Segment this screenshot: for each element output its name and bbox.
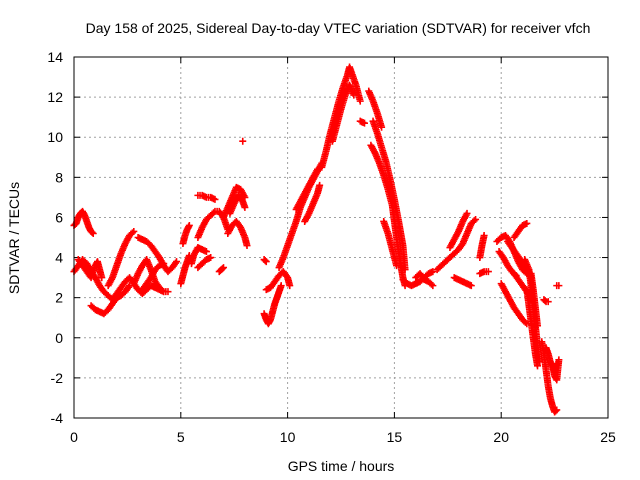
data-point bbox=[463, 209, 471, 217]
data-point bbox=[211, 195, 219, 203]
data-point bbox=[202, 248, 210, 256]
data-point bbox=[484, 268, 492, 276]
data-point bbox=[470, 217, 478, 225]
data-point bbox=[89, 229, 97, 237]
data-point bbox=[316, 181, 324, 189]
data-point bbox=[218, 265, 226, 273]
y-tick-label: 14 bbox=[47, 49, 63, 65]
data-point bbox=[314, 165, 322, 173]
y-tick-label: -4 bbox=[51, 410, 64, 426]
data-point bbox=[160, 288, 168, 296]
data-point bbox=[286, 282, 294, 290]
y-axis-title: SDTVAR / TECUs bbox=[6, 182, 22, 294]
data-point bbox=[429, 268, 437, 276]
y-tick-label: 0 bbox=[55, 330, 63, 346]
data-point bbox=[261, 257, 269, 265]
data-point bbox=[541, 297, 549, 305]
data-point bbox=[427, 280, 435, 288]
data-point bbox=[241, 203, 249, 211]
data-point bbox=[210, 209, 218, 217]
data-point bbox=[171, 259, 179, 267]
data-point bbox=[553, 406, 561, 414]
axis-ticks: 0 5 10 15 20 25 -4 -2 0 2 4 6 8 10 12 14 bbox=[47, 49, 616, 445]
data-point bbox=[185, 221, 193, 229]
data-point bbox=[173, 258, 181, 266]
data-point bbox=[555, 282, 563, 290]
data-point bbox=[130, 227, 138, 235]
data-point bbox=[523, 219, 531, 227]
data-point bbox=[160, 260, 168, 268]
data-point bbox=[88, 228, 96, 236]
data-point bbox=[360, 119, 368, 127]
data-point bbox=[393, 262, 401, 270]
data-point bbox=[126, 282, 134, 290]
x-axis-title: GPS time / hours bbox=[288, 458, 395, 474]
data-point bbox=[124, 283, 132, 291]
y-tick-label: 6 bbox=[55, 209, 63, 225]
data-point bbox=[472, 215, 480, 223]
chart-title: Day 158 of 2025, Sidereal Day-to-day VTE… bbox=[86, 20, 591, 36]
y-tick-label: 4 bbox=[55, 250, 63, 266]
data-point bbox=[429, 282, 437, 290]
data-point bbox=[534, 322, 542, 330]
data-point bbox=[534, 362, 542, 370]
data-point bbox=[243, 242, 251, 250]
data-point bbox=[207, 254, 215, 262]
data-point bbox=[239, 137, 247, 145]
data-point bbox=[220, 264, 228, 272]
y-tick-label: 10 bbox=[47, 129, 63, 145]
data-point bbox=[555, 356, 563, 364]
data-point bbox=[350, 91, 358, 99]
data-point bbox=[544, 298, 552, 306]
data-point bbox=[553, 360, 561, 368]
plot-frame bbox=[73, 56, 609, 419]
x-tick-label: 5 bbox=[177, 429, 185, 445]
data-point bbox=[158, 286, 166, 294]
x-tick-label: 10 bbox=[280, 429, 296, 445]
data-point bbox=[277, 282, 285, 290]
data-point bbox=[262, 258, 270, 266]
x-tick-label: 15 bbox=[387, 429, 403, 445]
x-tick-label: 0 bbox=[70, 429, 78, 445]
data-points bbox=[70, 63, 563, 416]
data-point bbox=[128, 229, 136, 237]
data-point bbox=[480, 231, 488, 239]
data-point bbox=[401, 266, 409, 274]
x-tick-label: 20 bbox=[493, 429, 509, 445]
y-tick-label: -2 bbox=[51, 370, 64, 386]
y-tick-label: 8 bbox=[55, 169, 63, 185]
data-point bbox=[552, 407, 560, 415]
data-point bbox=[356, 97, 364, 105]
data-point bbox=[378, 123, 386, 131]
y-tick-label: 2 bbox=[55, 290, 63, 306]
y-tick-label: 12 bbox=[47, 89, 63, 105]
data-point bbox=[98, 274, 106, 282]
data-point bbox=[467, 282, 475, 290]
x-tick-label: 25 bbox=[600, 429, 616, 445]
